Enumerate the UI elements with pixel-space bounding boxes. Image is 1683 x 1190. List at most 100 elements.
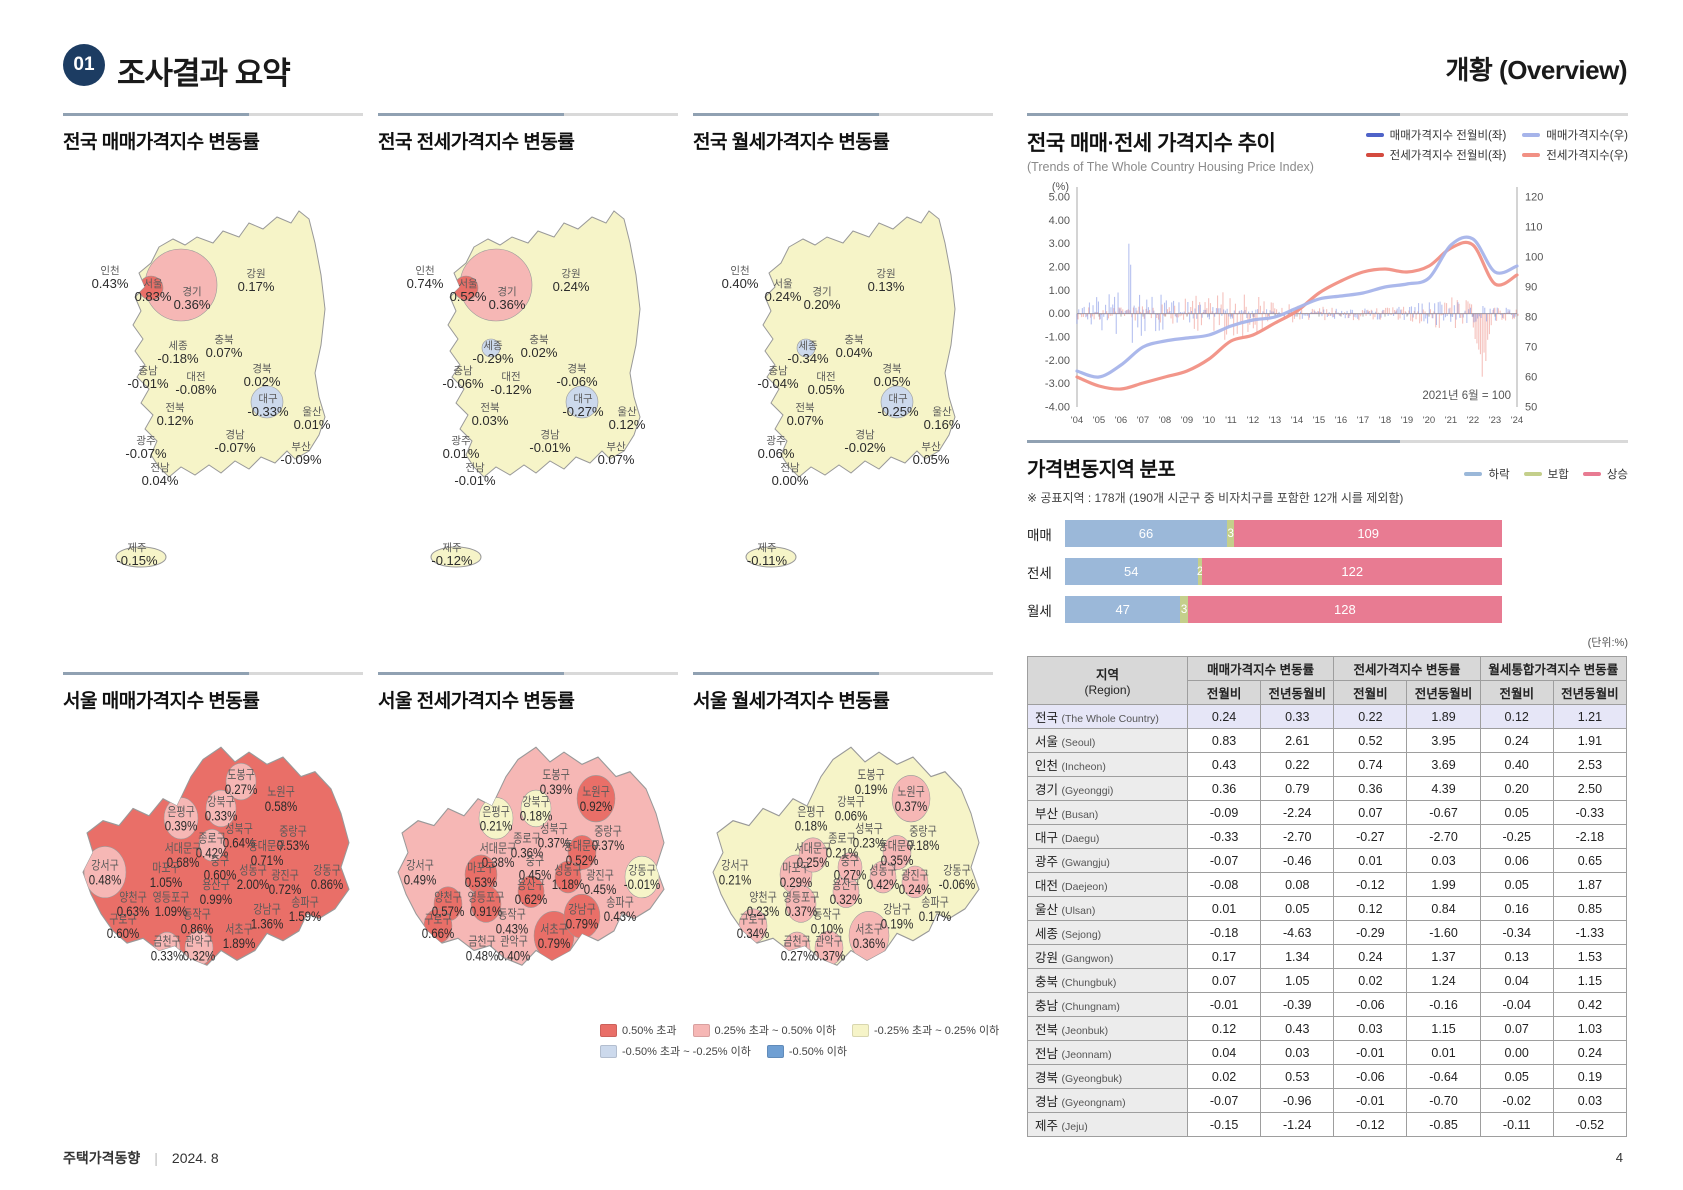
svg-text:0.23%: 0.23% xyxy=(853,834,886,850)
region-cell: 전남 (Jeonnam) xyxy=(1027,1040,1188,1065)
legend-line-swatch xyxy=(1464,472,1483,476)
value-cell: 1.15 xyxy=(1552,968,1628,993)
section-rule xyxy=(63,113,363,116)
svg-text:-0.06%: -0.06% xyxy=(556,374,598,389)
svg-text:0.43%: 0.43% xyxy=(496,920,529,936)
legend-label: 전세가격지수 전월비(좌) xyxy=(1389,150,1507,162)
svg-text:서울: 서울 xyxy=(458,278,478,290)
svg-text:-0.02%: -0.02% xyxy=(844,440,886,455)
legend-line-swatch xyxy=(1582,472,1601,476)
svg-text:80: 80 xyxy=(1525,312,1537,324)
svg-text:0.37%: 0.37% xyxy=(592,837,625,853)
svg-text:울산: 울산 xyxy=(932,406,952,418)
svg-text:2.00: 2.00 xyxy=(1049,262,1070,274)
svg-text:'14: '14 xyxy=(1291,415,1303,426)
svg-text:부산: 부산 xyxy=(921,441,941,453)
value-cell: 1.99 xyxy=(1406,872,1481,897)
region-cell: 경북 (Gyeongbuk) xyxy=(1027,1064,1188,1089)
table-row: 부산 (Busan) -0.09 -2.24 0.07 -0.67 0.05 -0.33 xyxy=(1027,800,1628,825)
region-cell: 서울 (Seoul) xyxy=(1027,728,1188,753)
legend-label: 매매가격지수 전월비(좌) xyxy=(1389,130,1507,142)
svg-text:대전: 대전 xyxy=(501,371,520,383)
value-cell: 1.15 xyxy=(1406,1016,1481,1041)
page-title: 조사결과 요약 xyxy=(117,56,291,91)
value-cell: 0.33 xyxy=(1260,704,1335,729)
seoul-wolse-map-section: 서울 월세가격지수 변동률 도봉구 0.19% 강북구 0.06% 노원구 0.37% 은평… xyxy=(693,672,993,997)
svg-text:0.36%: 0.36% xyxy=(489,297,526,312)
svg-text:서대문구: 서대문구 xyxy=(795,842,832,856)
value-cell: 0.19 xyxy=(1552,1064,1628,1089)
value-cell: 0.07 xyxy=(1479,1016,1554,1041)
svg-text:마포구: 마포구 xyxy=(782,861,810,875)
value-cell: -0.18 xyxy=(1186,920,1262,945)
legend-label: 상승 xyxy=(1606,469,1628,481)
svg-text:0.23%: 0.23% xyxy=(747,903,780,919)
svg-text:관악구: 관악구 xyxy=(500,935,528,949)
svg-text:0.18%: 0.18% xyxy=(520,808,553,824)
legend-label: -0.25% 초과 ~ 0.25% 이하 xyxy=(874,1025,1000,1037)
national-sale-map: 인천 0.43% 서울 0.83% 경기 0.36% 강원 0.17% 세종 -0.18% 충북 0.… xyxy=(63,154,363,594)
table-row: 경북 (Gyeongbuk) 0.02 0.53 -0.06 -0.64 0.05 0.19 xyxy=(1027,1064,1628,1089)
svg-text:인천: 인천 xyxy=(730,265,749,277)
map-svg: 인천0.43% 서울0.83% 경기0.36%강원0.17%세종-0.18%충북0.… xyxy=(92,210,331,568)
svg-text:인천: 인천 xyxy=(415,265,434,277)
value-cell: -0.11 xyxy=(1479,1112,1554,1137)
legend-label: 전세가격지수(우) xyxy=(1546,150,1628,162)
value-cell: 0.05 xyxy=(1479,800,1554,825)
svg-text:서초구: 서초구 xyxy=(225,922,253,936)
svg-text:0.83%: 0.83% xyxy=(135,289,172,304)
dist-bar-label: 전세 xyxy=(1027,565,1052,581)
svg-text:광주: 광주 xyxy=(136,435,156,447)
dist-legend-item: 하락 xyxy=(1464,466,1510,482)
svg-text:-0.06%: -0.06% xyxy=(939,876,975,892)
svg-text:대전: 대전 xyxy=(816,371,835,383)
region-cell: 경남 (Gyeongnam) xyxy=(1027,1088,1188,1113)
region-cell: 부산 (Busan) xyxy=(1027,800,1188,825)
svg-text:'23: '23 xyxy=(1489,415,1501,426)
svg-text:0.42%: 0.42% xyxy=(196,844,229,860)
svg-text:성동구: 성동구 xyxy=(869,864,897,878)
distribution-legend: 하락 보합 상승 xyxy=(1464,466,1628,482)
svg-text:서초구: 서초구 xyxy=(540,922,568,936)
svg-text:경기: 경기 xyxy=(812,285,831,298)
distribution-bars: 매매 66 3 109 전세 54 2 122 월세 47 3 128 xyxy=(1027,520,1628,623)
svg-text:양천구: 양천구 xyxy=(749,889,777,904)
trend-legend-item: 매매가격지수 전월비(좌) xyxy=(1365,127,1507,143)
svg-text:0.21%: 0.21% xyxy=(719,871,752,887)
value-cell: 0.04 xyxy=(1186,1040,1262,1065)
svg-text:구로구: 구로구 xyxy=(739,914,767,927)
svg-text:'08: '08 xyxy=(1159,415,1171,426)
svg-text:강동구: 강동구 xyxy=(628,864,656,878)
value-cell: 0.43 xyxy=(1186,752,1262,777)
dist-legend-item: 보합 xyxy=(1523,466,1569,482)
svg-text:서대문구: 서대문구 xyxy=(480,842,517,856)
svg-text:0.16%: 0.16% xyxy=(924,417,961,432)
svg-text:0.02%: 0.02% xyxy=(244,374,281,389)
svg-text:전북: 전북 xyxy=(795,402,815,414)
value-cell: 0.42 xyxy=(1552,992,1628,1017)
value-cell: 0.08 xyxy=(1260,872,1335,897)
col-sub-header: 전년동월비 xyxy=(1552,680,1628,705)
col-sub-header: 전월비 xyxy=(1186,680,1262,705)
value-cell: 4.39 xyxy=(1406,776,1481,801)
legend-label: 매매가격지수(우) xyxy=(1546,130,1628,142)
svg-text:은평구: 은평구 xyxy=(167,805,195,819)
svg-text:동대문구: 동대문구 xyxy=(879,839,916,853)
svg-text:0.37%: 0.37% xyxy=(538,834,571,850)
value-cell: -0.85 xyxy=(1406,1112,1481,1137)
svg-text:대전: 대전 xyxy=(186,371,205,383)
svg-text:전남: 전남 xyxy=(780,462,800,474)
svg-text:'07: '07 xyxy=(1137,415,1149,426)
svg-text:종로구: 종로구 xyxy=(513,833,541,846)
value-cell: -2.18 xyxy=(1552,824,1628,849)
table-row: 대전 (Daejeon) -0.08 0.08 -0.12 1.99 0.05 1.87 xyxy=(1027,872,1628,897)
value-cell: 0.02 xyxy=(1333,968,1408,993)
seoul-jeonse-map: 도봉구 0.39% 강북구 0.18% 노원구 0.92% 은평구 0.21% 성북구 0.37%… xyxy=(378,735,678,997)
svg-text:2021년 6월 = 100: 2021년 6월 = 100 xyxy=(1422,389,1511,402)
svg-text:충남: 충남 xyxy=(453,365,473,377)
value-cell: -0.64 xyxy=(1406,1064,1481,1089)
seoul-wolse-map: 도봉구 0.19% 강북구 0.06% 노원구 0.37% 은평구 0.18% 성북구 0.23%… xyxy=(693,735,993,997)
svg-text:-0.01%: -0.01% xyxy=(454,473,496,488)
svg-text:제주: 제주 xyxy=(442,542,462,554)
